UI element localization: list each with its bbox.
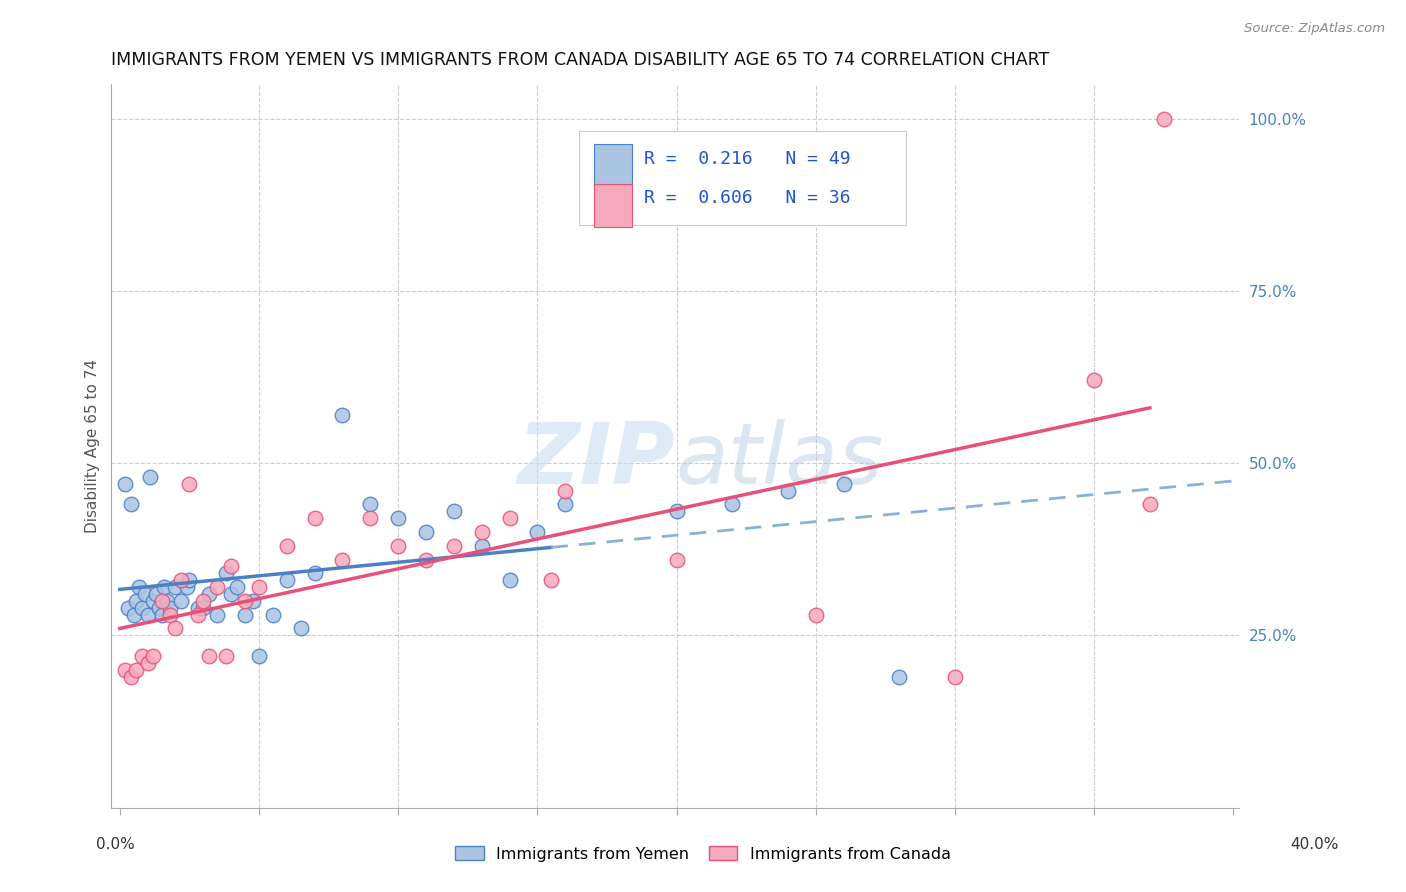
Text: R =  0.216   N = 49: R = 0.216 N = 49 <box>644 150 851 168</box>
Point <box>120 670 142 684</box>
Point <box>233 594 256 608</box>
Point <box>1153 112 1175 126</box>
Point <box>471 524 494 539</box>
Point <box>415 524 437 539</box>
Point <box>776 483 799 498</box>
Point <box>142 648 165 663</box>
Point <box>120 498 142 512</box>
Point <box>415 552 437 566</box>
Point <box>128 580 150 594</box>
Text: R =  0.606   N = 36: R = 0.606 N = 36 <box>644 189 851 208</box>
Point <box>304 566 326 581</box>
Point <box>242 594 264 608</box>
Point <box>136 656 159 670</box>
Point <box>205 580 228 594</box>
Point <box>165 580 187 594</box>
Point <box>193 594 215 608</box>
Text: IMMIGRANTS FROM YEMEN VS IMMIGRANTS FROM CANADA DISABILITY AGE 65 TO 74 CORRELAT: IMMIGRANTS FROM YEMEN VS IMMIGRANTS FROM… <box>111 51 1050 69</box>
Point <box>131 648 153 663</box>
Point <box>1139 498 1161 512</box>
Point <box>125 594 148 608</box>
Y-axis label: Disability Age 65 to 74: Disability Age 65 to 74 <box>86 359 100 533</box>
Point <box>498 573 520 587</box>
Point <box>122 607 145 622</box>
Point <box>205 607 228 622</box>
Point <box>142 594 165 608</box>
Point <box>125 663 148 677</box>
Point <box>214 566 236 581</box>
Point <box>247 648 270 663</box>
Point <box>187 600 209 615</box>
Point <box>359 511 381 525</box>
Point <box>156 594 179 608</box>
Point <box>554 483 576 498</box>
Point <box>136 607 159 622</box>
Point <box>443 504 465 518</box>
Point <box>443 539 465 553</box>
Point <box>290 622 312 636</box>
Point <box>554 498 576 512</box>
Point <box>804 607 827 622</box>
Point <box>150 607 173 622</box>
Point <box>832 476 855 491</box>
Text: Source: ZipAtlas.com: Source: ZipAtlas.com <box>1244 22 1385 36</box>
Point <box>332 408 354 422</box>
Point <box>219 559 242 574</box>
Point <box>225 580 247 594</box>
Point <box>187 607 209 622</box>
FancyBboxPatch shape <box>593 145 633 186</box>
FancyBboxPatch shape <box>593 184 633 227</box>
Point <box>721 498 744 512</box>
Point <box>159 607 181 622</box>
Point <box>387 539 409 553</box>
Point <box>359 498 381 512</box>
Text: atlas: atlas <box>675 419 883 502</box>
Point <box>214 648 236 663</box>
Point <box>889 670 911 684</box>
Point <box>247 580 270 594</box>
Point <box>540 573 562 587</box>
Point <box>471 539 494 553</box>
Point <box>198 648 221 663</box>
Point <box>114 663 136 677</box>
Point <box>276 539 298 553</box>
Point <box>387 511 409 525</box>
Point <box>1083 373 1105 387</box>
Point <box>170 594 193 608</box>
Point <box>665 552 688 566</box>
Point <box>145 587 167 601</box>
Point <box>332 552 354 566</box>
Point <box>276 573 298 587</box>
Point <box>219 587 242 601</box>
Point <box>150 594 173 608</box>
Point <box>526 524 548 539</box>
Point <box>131 600 153 615</box>
Point <box>193 600 215 615</box>
Point <box>198 587 221 601</box>
Point <box>498 511 520 525</box>
Point <box>179 476 201 491</box>
Point <box>159 600 181 615</box>
Point <box>165 622 187 636</box>
Point <box>153 580 176 594</box>
Point <box>170 573 193 587</box>
Point <box>139 470 162 484</box>
Point <box>262 607 284 622</box>
Point <box>179 573 201 587</box>
FancyBboxPatch shape <box>579 131 907 225</box>
Point <box>117 600 139 615</box>
Text: ZIP: ZIP <box>517 419 675 502</box>
Point <box>134 587 156 601</box>
Point <box>176 580 198 594</box>
Point <box>304 511 326 525</box>
Text: 40.0%: 40.0% <box>1291 838 1339 852</box>
Point <box>233 607 256 622</box>
Text: 0.0%: 0.0% <box>96 838 135 852</box>
Point <box>148 600 170 615</box>
Point <box>665 504 688 518</box>
Point <box>943 670 966 684</box>
Legend: Immigrants from Yemen, Immigrants from Canada: Immigrants from Yemen, Immigrants from C… <box>449 839 957 868</box>
Point <box>114 476 136 491</box>
